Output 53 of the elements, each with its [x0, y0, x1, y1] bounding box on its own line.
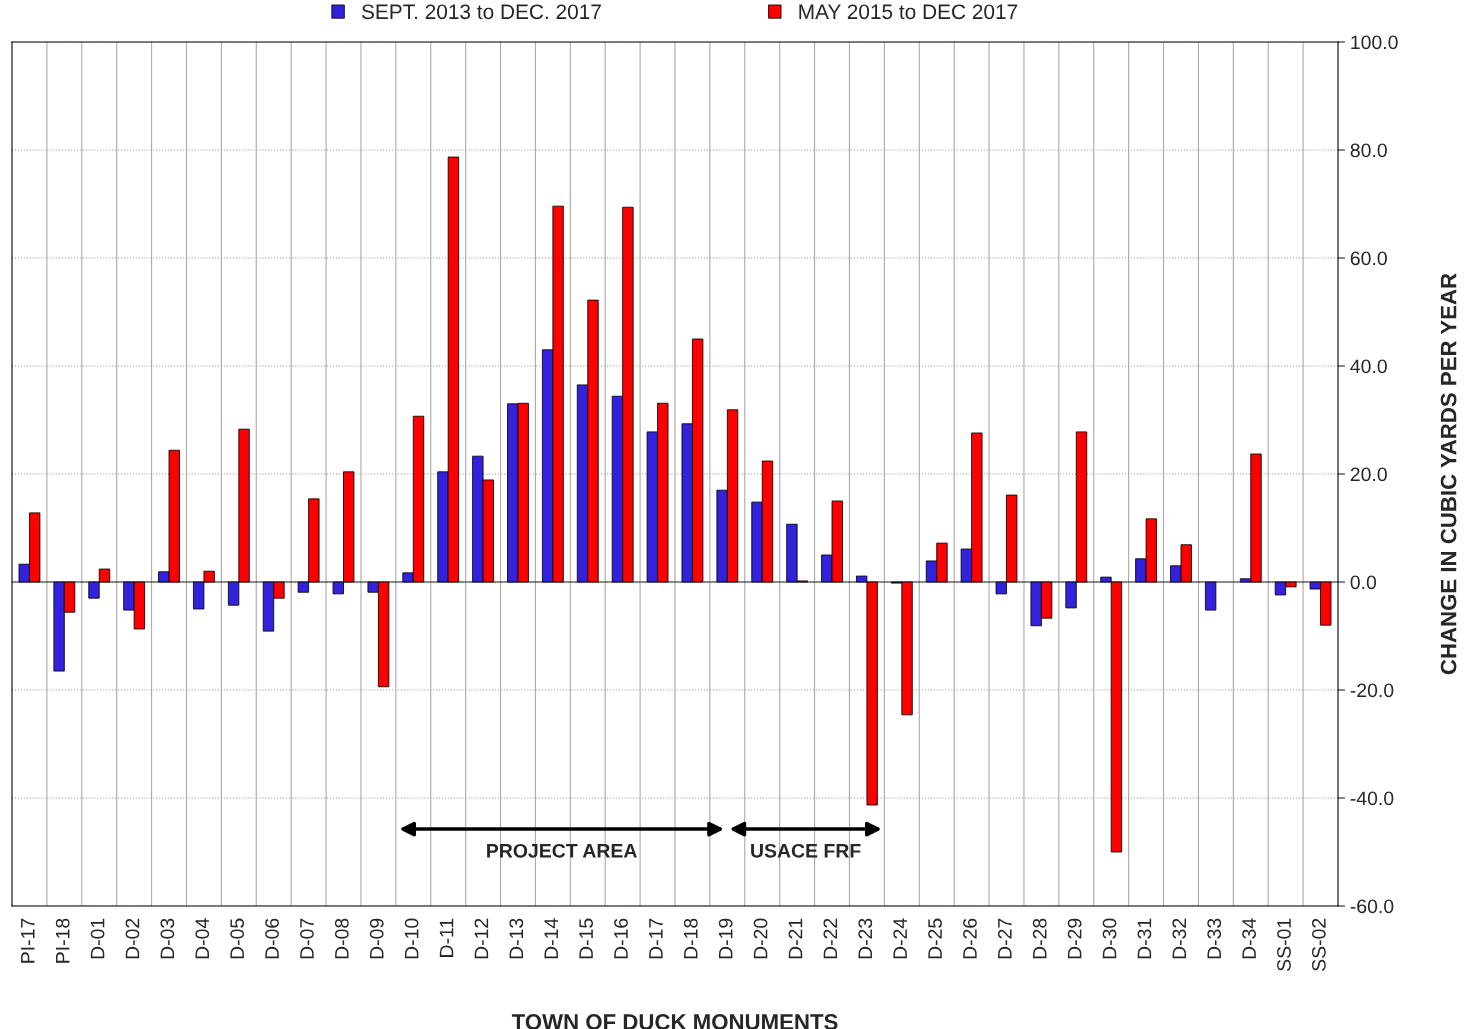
legend-label: MAY 2015 to DEC 2017 — [799, 4, 1018, 20]
x-tick-label: D-01 — [90, 918, 105, 959]
annotation: USACE FRF — [751, 843, 861, 858]
x-tick-label: D-14 — [544, 918, 558, 959]
y-tick-label: 100.0 — [1351, 35, 1398, 50]
x-tick-label: D-09 — [369, 918, 384, 959]
y-axis-title: CHANGE IN CUBIC YARDS PER YEAR — [1440, 273, 1457, 675]
x-tick-label: PI-17 — [21, 918, 35, 963]
x-tick-label: D-25 — [928, 918, 942, 959]
x-tick-label: D-31 — [1137, 918, 1152, 959]
annotation: PROJECT AREA — [487, 843, 637, 858]
x-tick-label: D-29 — [1067, 918, 1082, 959]
legend-label: SEPT. 2013 to DEC. 2017 — [361, 4, 601, 20]
x-tick-label: D-28 — [1032, 918, 1047, 959]
x-tick-label: D-24 — [893, 918, 907, 959]
y-tick-label: 40.0 — [1350, 359, 1387, 374]
x-tick-label: D-32 — [1172, 918, 1187, 959]
x-tick-label: D-18 — [683, 918, 698, 959]
x-tick-label: D-20 — [753, 918, 768, 959]
y-tick-label: 0.0 — [1350, 575, 1377, 590]
x-tick-label: D-06 — [265, 918, 279, 959]
x-tick-label: D-03 — [160, 918, 175, 959]
y-tick-label: -20.0 — [1350, 683, 1394, 698]
x-tick-label: D-02 — [125, 918, 140, 959]
x-tick-label: D-12 — [474, 918, 489, 959]
x-tick-label: D-04 — [195, 918, 210, 959]
y-tick-label: 80.0 — [1350, 143, 1387, 158]
x-axis-title: TOWN OF DUCK MONUMENTS — [511, 1014, 838, 1029]
x-tick-label: D-13 — [509, 918, 524, 959]
x-tick-label: D-27 — [997, 918, 1012, 959]
x-tick-label: D-21 — [788, 918, 803, 959]
x-tick-label: D-34 — [1242, 918, 1256, 959]
x-tick-label: D-11 — [439, 918, 454, 957]
x-tick-label: D-05 — [230, 918, 245, 959]
y-tick-label: -60.0 — [1350, 899, 1394, 914]
x-tick-label: D-26 — [963, 918, 977, 959]
x-tick-label: D-30 — [1102, 918, 1117, 959]
x-tick-label: SS-01 — [1277, 918, 1291, 971]
x-tick-label: D-16 — [614, 918, 628, 959]
x-tick-label: D-17 — [649, 918, 663, 959]
y-tick-label: -40.0 — [1350, 791, 1394, 806]
x-tick-label: D-22 — [823, 918, 838, 959]
x-tick-label: D-08 — [334, 918, 349, 959]
x-tick-label: D-19 — [718, 918, 733, 959]
x-tick-label: D-15 — [579, 918, 593, 959]
x-tick-label: D-10 — [404, 918, 419, 959]
x-tick-label: D-07 — [300, 918, 314, 959]
y-tick-label: 20.0 — [1350, 467, 1387, 482]
x-tick-label: D-23 — [858, 918, 873, 959]
y-tick-label: 60.0 — [1350, 251, 1387, 266]
x-tick-label: SS-02 — [1312, 918, 1326, 971]
x-tick-label: D-33 — [1207, 918, 1222, 959]
x-tick-label: PI-18 — [55, 918, 70, 963]
